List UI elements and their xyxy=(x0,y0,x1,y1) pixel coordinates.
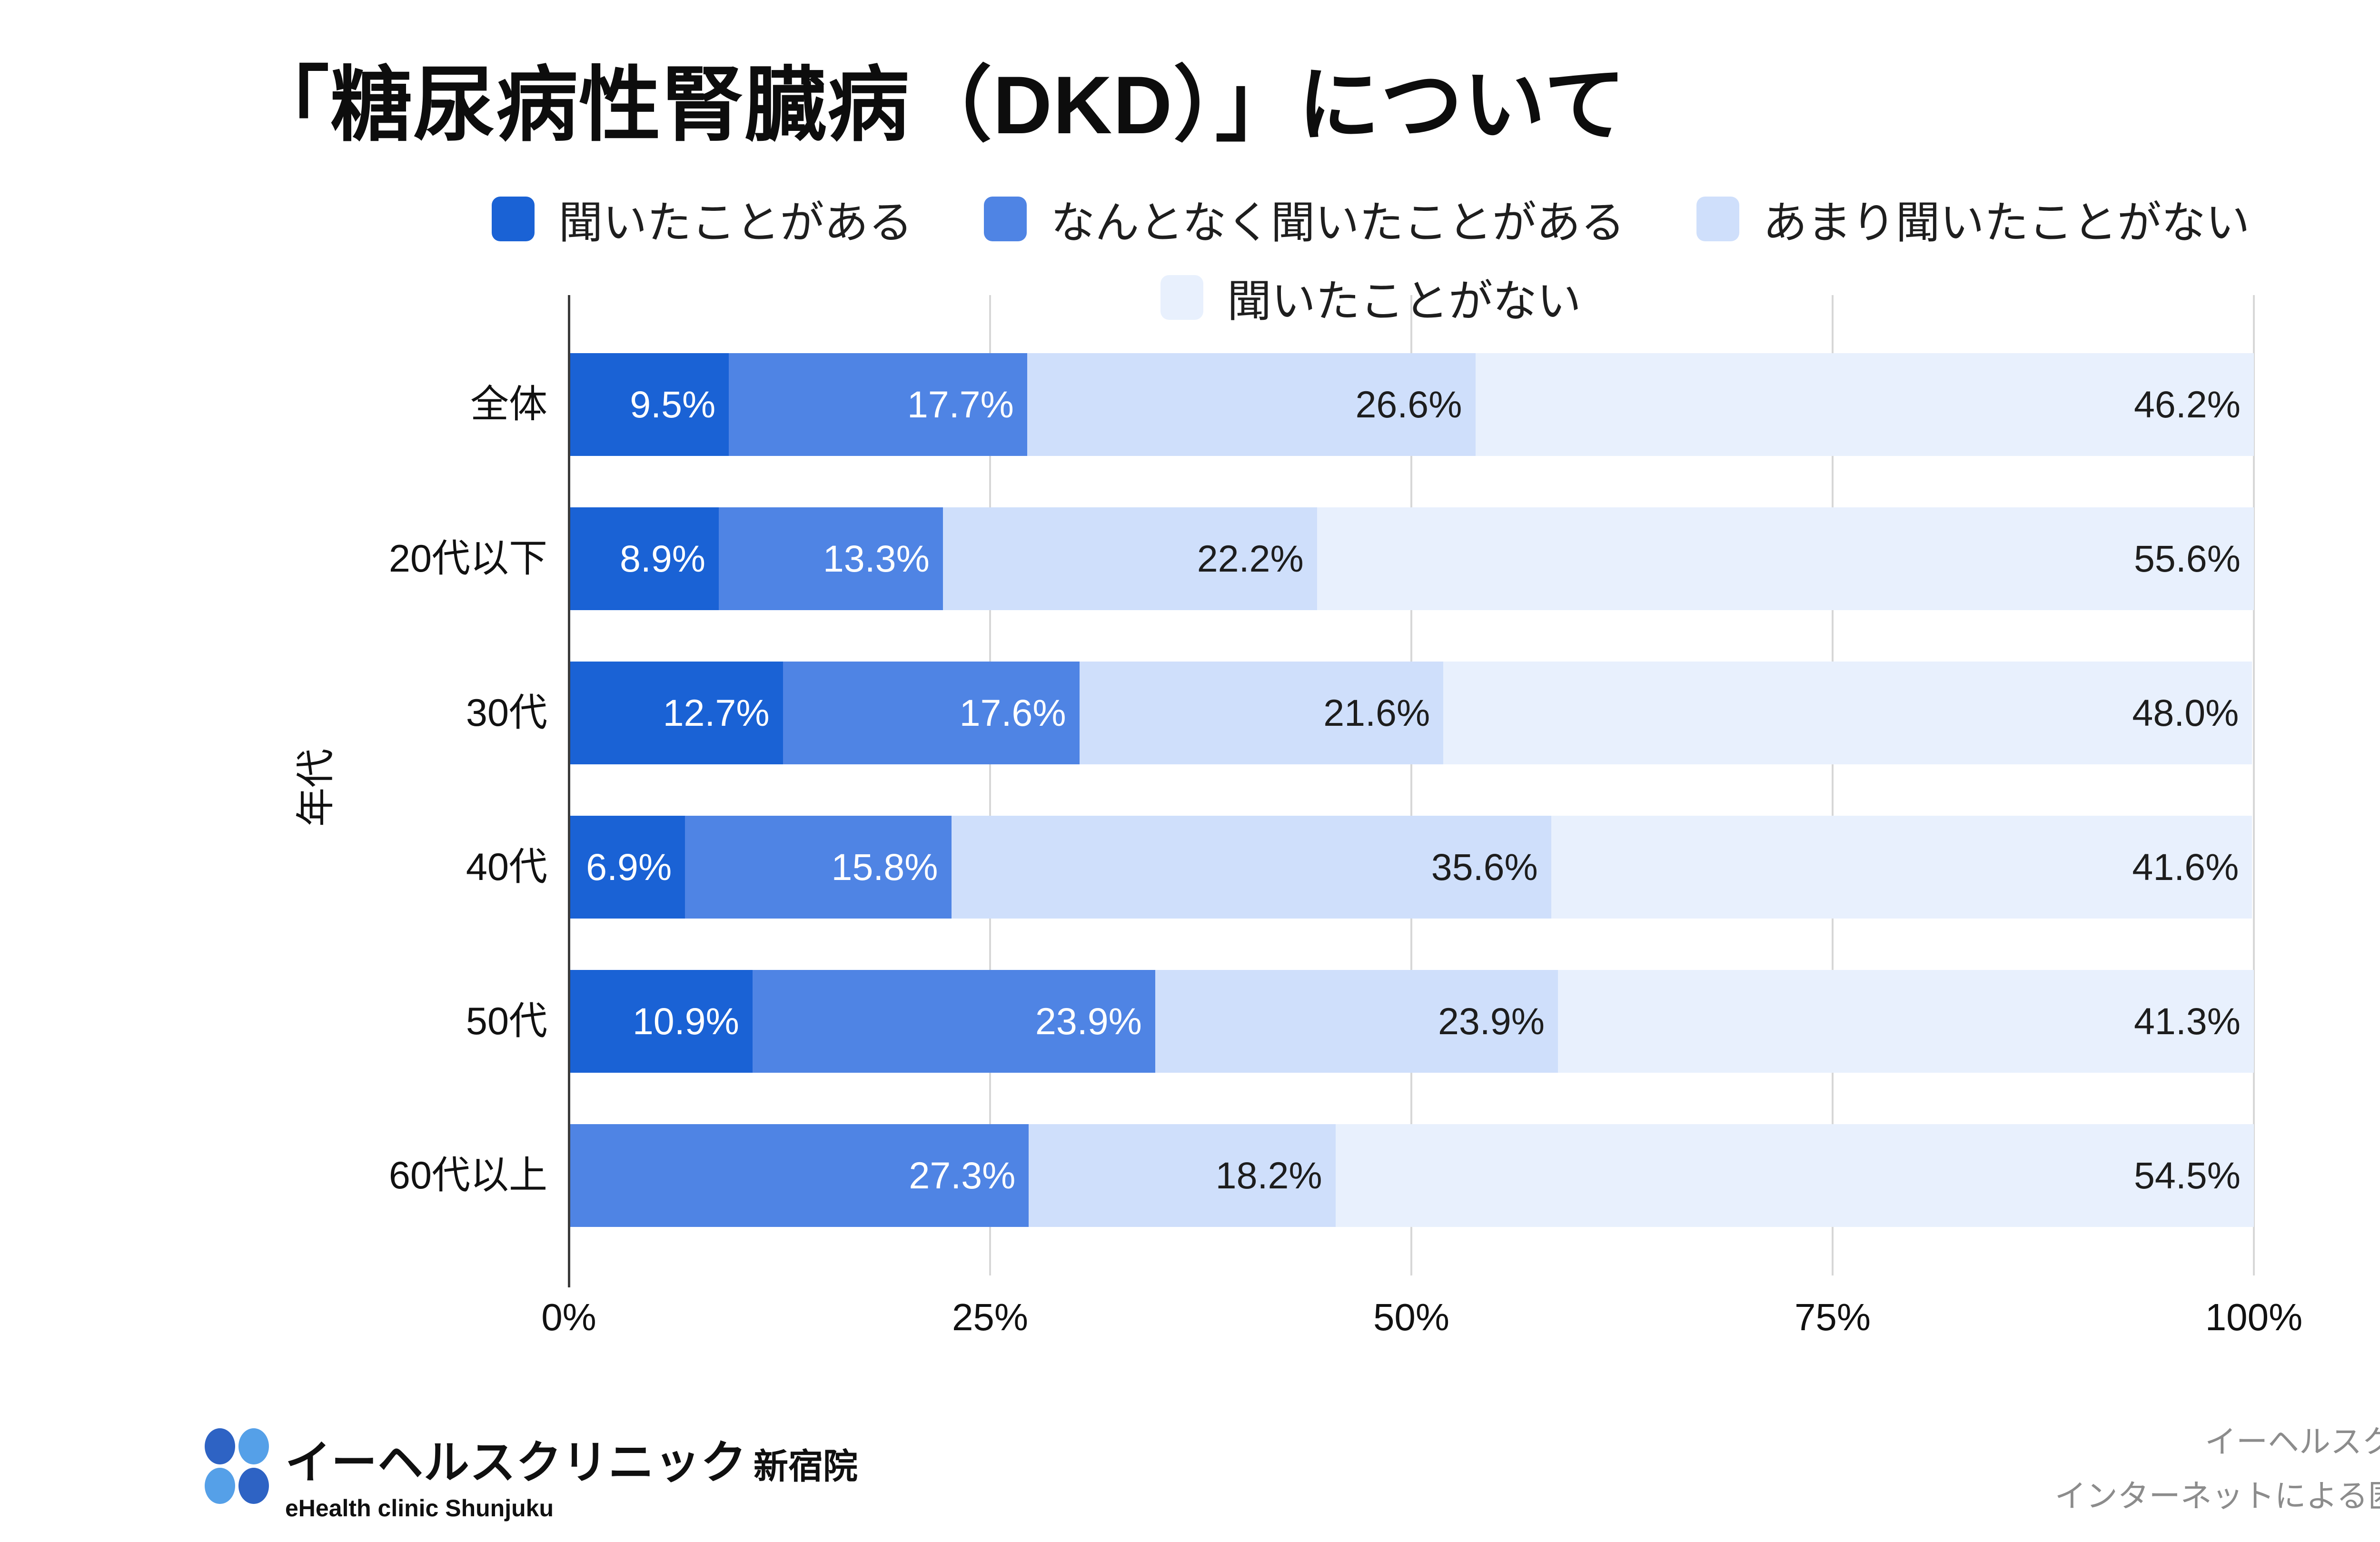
logo-dot-1 xyxy=(238,1428,269,1464)
bar-value-label: 23.9% xyxy=(1035,1000,1142,1042)
source-survey-method: インターネットによる匿名調査｜n=305 xyxy=(2054,1478,2380,1513)
bar-value-label: 54.5% xyxy=(2133,1154,2241,1196)
x-tick-0%: 0% xyxy=(541,1296,596,1338)
clinic-logo-icon xyxy=(205,1428,269,1504)
bar-value-label: 15.8% xyxy=(831,846,938,888)
category-label-20代以下: 20代以下 xyxy=(388,537,547,580)
legend-label: なんとなく聞いたことがある xyxy=(1051,198,1625,247)
bar-value-label: 26.6% xyxy=(1355,383,1462,425)
bar-value-label: 10.9% xyxy=(632,1000,739,1042)
bar-segment: 46.2% xyxy=(1475,353,2254,456)
category-label-全体: 全体 xyxy=(470,383,547,426)
bar-value-label: 27.3% xyxy=(909,1154,1016,1196)
bar-segment: 15.8% xyxy=(685,816,952,919)
bar-value-label: 22.2% xyxy=(1197,537,1304,580)
clinic-name: イーヘルスクリニック xyxy=(285,1437,747,1488)
bar-value-label: 41.3% xyxy=(2133,1000,2241,1042)
bar-value-label: 17.7% xyxy=(907,383,1014,425)
legend-swatch-icon xyxy=(1696,196,1739,241)
bar-row-全体: 9.5% 17.7% 26.6% 46.2% xyxy=(569,353,2254,456)
legend-item-1: なんとなく聞いたことがある xyxy=(984,187,1625,251)
clinic-branch: 新宿院 xyxy=(754,1447,858,1486)
x-tick-75%: 75% xyxy=(1794,1296,1871,1338)
bar-value-label: 21.6% xyxy=(1323,692,1430,734)
x-tick-50%: 50% xyxy=(1373,1296,1450,1338)
bar-segment: 18.2% xyxy=(1029,1124,1336,1227)
bar-segment: 48.0% xyxy=(1443,662,2252,764)
legend-item-0: 聞いたことがある xyxy=(492,187,912,251)
x-tick-100%: 100% xyxy=(2205,1296,2303,1338)
category-label-50代: 50代 xyxy=(466,1000,547,1043)
bar-segment: 10.9% xyxy=(569,970,753,1073)
gridline-100 xyxy=(2253,295,2255,1275)
bar-segment: 17.6% xyxy=(783,662,1080,764)
clinic-logo-text: イーヘルスクリニック 新宿院 eHealth clinic Shunjuku xyxy=(285,1425,858,1522)
legend-label: 聞いたことがある xyxy=(558,198,913,247)
bar-value-label: 23.9% xyxy=(1438,1000,1545,1042)
gridline-50 xyxy=(1410,295,1412,1275)
logo-dot-2 xyxy=(205,1468,235,1504)
legend-row-2: 聞いたことがない xyxy=(457,265,2285,329)
bar-value-label: 6.9% xyxy=(586,846,672,888)
bar-row-30代: 12.7% 17.6% 21.6% 48.0% xyxy=(569,662,2254,764)
bar-segment: 41.6% xyxy=(1551,816,2252,919)
bar-row-20代以下: 8.9% 13.3% 22.2% 55.6% xyxy=(569,507,2254,610)
bar-segment: 21.6% xyxy=(1079,662,1444,764)
bar-value-label: 18.2% xyxy=(1215,1154,1322,1196)
category-label-40代: 40代 xyxy=(466,846,547,889)
bar-segment: 17.7% xyxy=(729,353,1027,456)
bar-segment: 27.3% xyxy=(569,1124,1029,1227)
legend-label: 聞いたことがない xyxy=(1227,277,1581,326)
bar-segment: 6.9% xyxy=(569,816,685,919)
bar-value-label: 48.0% xyxy=(2132,692,2239,734)
category-label-60代以上: 60代以上 xyxy=(388,1154,547,1197)
bar-segment: 8.9% xyxy=(569,507,719,610)
bar-row-60代以上: 27.3% 18.2% 54.5% xyxy=(569,1124,2254,1227)
gridline-75 xyxy=(1832,295,1834,1275)
x-tick-25%: 25% xyxy=(952,1296,1029,1338)
category-label-30代: 30代 xyxy=(466,692,547,734)
bar-segment: 54.5% xyxy=(1335,1124,2254,1227)
plot-area: 9.5% 17.7% 26.6% 46.2% 8.9% 13.3% 22.2% 55.6% 12… xyxy=(568,295,2255,1287)
bar-segment: 55.6% xyxy=(1317,507,2254,610)
clinic-name-english: eHealth clinic Shunjuku xyxy=(285,1495,554,1522)
bar-segment: 9.5% xyxy=(569,353,729,456)
legend-row-1: 聞いたことがある なんとなく聞いたことがある あまり聞いたことがない xyxy=(457,187,2285,251)
bar-segment: 23.9% xyxy=(752,970,1155,1073)
legend-label: あまり聞いたことがない xyxy=(1763,198,2250,247)
clinic-logo: イーヘルスクリニック 新宿院 eHealth clinic Shunjuku xyxy=(205,1425,858,1522)
bar-value-label: 9.5% xyxy=(630,383,716,425)
legend-item-2: あまり聞いたことがない xyxy=(1696,187,2250,251)
legend-swatch-icon xyxy=(984,196,1027,241)
bar-segment: 35.6% xyxy=(951,816,1551,919)
legend-item-3: 聞いたことがない xyxy=(1160,265,1581,329)
logo-dot-3 xyxy=(238,1468,269,1504)
bar-value-label: 8.9% xyxy=(619,537,706,580)
gridline-25 xyxy=(989,295,991,1275)
bar-segment: 13.3% xyxy=(719,507,943,610)
bar-value-label: 35.6% xyxy=(1431,846,1538,888)
bar-value-label: 55.6% xyxy=(2133,537,2241,580)
bar-value-label: 13.3% xyxy=(823,537,930,580)
bar-segment: 12.7% xyxy=(569,662,783,764)
bar-value-label: 12.7% xyxy=(663,692,770,734)
chart-title: 「糖尿病性腎臓病（DKD）」について xyxy=(248,59,1627,151)
y-axis-line xyxy=(568,295,570,1287)
bar-segment: 23.9% xyxy=(1155,970,1558,1073)
bar-value-label: 41.6% xyxy=(2132,846,2239,888)
bar-segment: 22.2% xyxy=(942,507,1317,610)
chart-legend: 聞いたことがある なんとなく聞いたことがある あまり聞いたことがない 聞いたことがな… xyxy=(457,187,2285,344)
bar-row-50代: 10.9% 23.9% 23.9% 41.3% xyxy=(569,970,2254,1073)
bar-segment: 41.3% xyxy=(1557,970,2254,1073)
logo-dot-0 xyxy=(205,1428,235,1464)
bar-value-label: 46.2% xyxy=(2133,383,2241,425)
legend-swatch-icon xyxy=(492,196,535,241)
bar-segment: 26.6% xyxy=(1027,353,1476,456)
bar-value-label: 17.6% xyxy=(959,692,1066,734)
legend-swatch-icon xyxy=(1160,275,1203,320)
bar-row-40代: 6.9% 15.8% 35.6% 41.6% xyxy=(569,816,2254,919)
